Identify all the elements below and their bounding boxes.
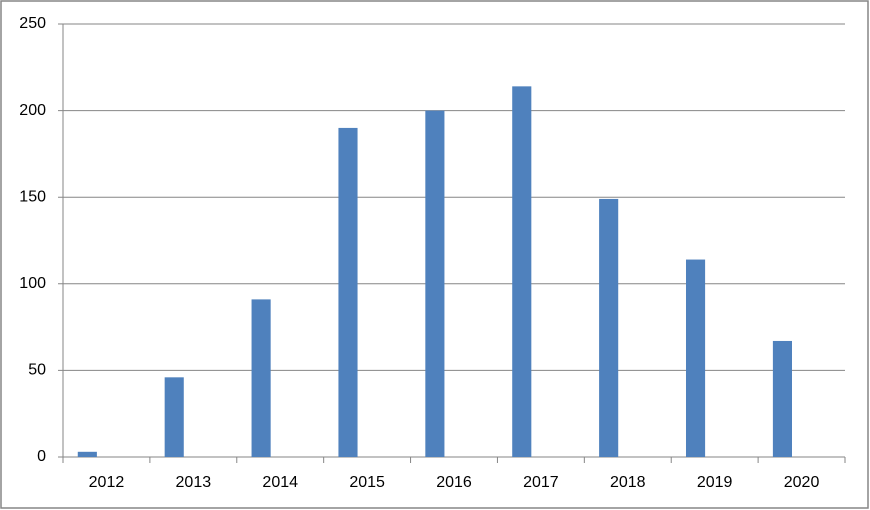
bar	[425, 110, 445, 457]
x-tick-label: 2016	[436, 474, 472, 491]
x-tick-label: 2020	[784, 474, 820, 491]
bar	[338, 127, 358, 458]
bar	[599, 198, 619, 457]
y-tick-label: 150	[19, 188, 46, 205]
x-tick-label: 2017	[523, 474, 559, 491]
x-tick-label: 2014	[262, 474, 298, 491]
x-tick-label: 2013	[176, 474, 212, 491]
y-tick-label: 100	[19, 275, 46, 292]
bar	[685, 259, 706, 457]
y-tick-label: 0	[37, 448, 46, 465]
x-tick-label: 2019	[697, 474, 733, 491]
bar	[772, 340, 792, 457]
bar	[251, 299, 271, 457]
x-tick-label: 2012	[89, 474, 125, 491]
y-tick-label: 250	[19, 15, 46, 32]
bar	[164, 377, 184, 457]
x-tick-label: 2018	[610, 474, 646, 491]
y-tick-label: 50	[28, 362, 46, 379]
bar	[77, 451, 97, 457]
y-tick-label: 200	[19, 102, 46, 119]
x-tick-label: 2015	[349, 474, 385, 491]
bar	[512, 86, 532, 458]
